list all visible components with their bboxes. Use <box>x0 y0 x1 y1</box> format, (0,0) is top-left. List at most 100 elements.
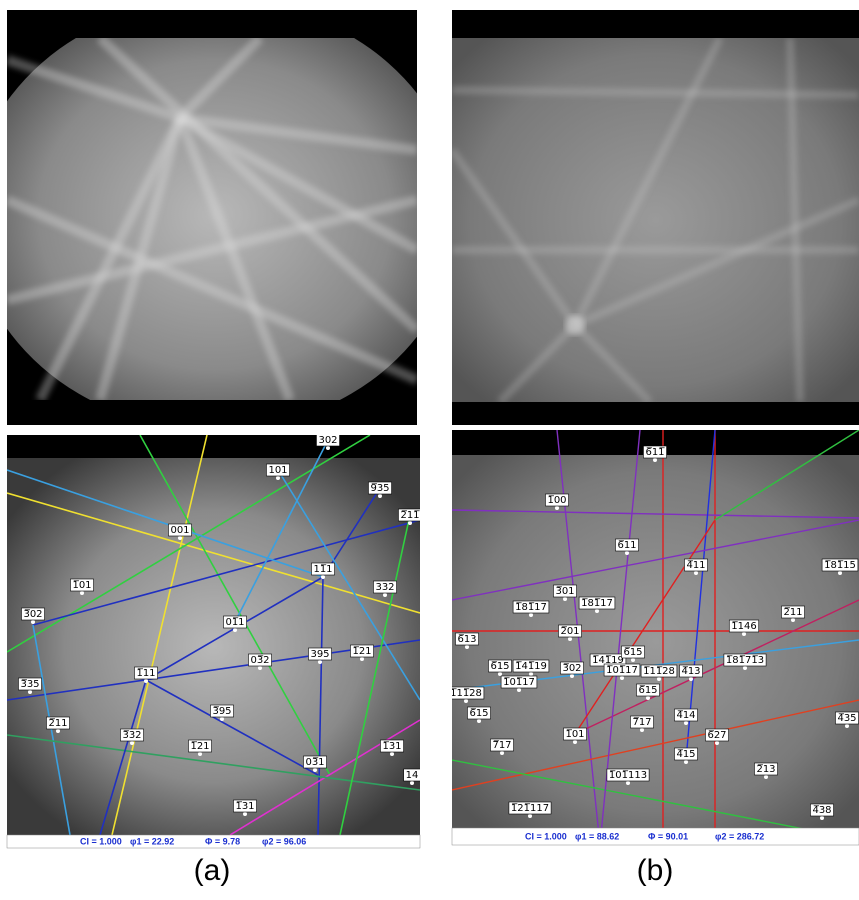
zone-axis-label: 1̅146 <box>731 621 756 632</box>
zone-axis-label: 001 <box>170 525 189 536</box>
zone-axis <box>742 632 746 636</box>
zone-axis-label: 6̅11 <box>617 540 636 551</box>
zone-axis-label: 1̅01 <box>72 580 91 591</box>
zone-axis <box>573 740 577 744</box>
zone-axis <box>568 637 572 641</box>
zone-axis-label: 7̅17 <box>492 740 511 751</box>
zone-axis <box>144 679 148 683</box>
zone-axis-label: 3̅02 <box>562 663 581 674</box>
zone-axis <box>258 666 262 670</box>
zone-axis-label: 2̅11 <box>783 607 802 618</box>
zone-axis-label: 302 <box>318 435 337 446</box>
zone-axis-label: 4̅15 <box>676 749 695 760</box>
zone-axis <box>408 521 412 525</box>
status-field: Φ = 9.78 <box>205 836 240 846</box>
zone-axis-label: 3̅95 <box>212 706 231 717</box>
zone-axis <box>378 494 382 498</box>
zone-axis <box>318 660 322 664</box>
zone-axis <box>845 724 849 728</box>
zone-axis <box>276 476 280 480</box>
zone-axis-label: 1̅01̅113 <box>609 770 647 781</box>
zone-axis-label: 1̅01̅17 <box>606 665 638 676</box>
zone-axis <box>715 741 719 745</box>
zone-axis-label: 7̅17 <box>632 717 651 728</box>
zone-axis-label: 1̅81̅71̅3 <box>726 655 764 666</box>
zone-axis-label: 1̅11̅28 <box>643 666 675 677</box>
zone-axis <box>464 699 468 703</box>
zone-axis-label: 4̅13 <box>681 666 700 677</box>
zone-axis <box>321 575 325 579</box>
zone-axis-label: 332 <box>375 582 394 593</box>
zone-axis <box>684 760 688 764</box>
zone-axis-label: 2̅01 <box>560 626 579 637</box>
zone-axis <box>764 775 768 779</box>
zone-axis-label: 3̅35 <box>20 679 39 690</box>
zone-axis-label: 6̅13 <box>457 634 476 645</box>
zone-axis <box>178 536 182 540</box>
zone-axis-label: 3̅01 <box>555 586 574 597</box>
zone-axis <box>555 506 559 510</box>
zone-axis <box>657 677 661 681</box>
zone-axis <box>383 593 387 597</box>
zone-axis-label: 1̅81̅17 <box>581 598 613 609</box>
zone-axis-label: 2̅13 <box>756 764 775 775</box>
status-field: φ1 = 88.62 <box>575 831 619 841</box>
zone-axis <box>563 597 567 601</box>
figure: 3021019̅352̅11̅00111̅13321̅013̅0201̅103̅… <box>0 0 859 900</box>
panel-caption: (b) <box>637 854 674 887</box>
zone-axis-label: 14 <box>406 770 419 781</box>
zone-axis <box>570 674 574 678</box>
zone-axis-label: 1̅21̅117 <box>511 803 549 814</box>
zone-axis <box>653 458 657 462</box>
zone-axis <box>130 741 134 745</box>
zone-axis-label: 1̅01 <box>565 729 584 740</box>
zone-axis <box>360 657 364 661</box>
zone-axis <box>529 672 533 676</box>
zone-axis <box>31 620 35 624</box>
zone-axis-label: 6̅15 <box>638 685 657 696</box>
zone-axis-label: 3̅32 <box>122 730 141 741</box>
zone-axis <box>529 613 533 617</box>
zone-axis-label: 395 <box>310 649 329 660</box>
zone-axis <box>646 696 650 700</box>
zone-axis <box>528 814 532 818</box>
zone-axis-label: 9̅35 <box>370 483 389 494</box>
zone-axis <box>625 551 629 555</box>
zone-axis-label: 6̅11̅ <box>645 447 665 458</box>
pattern-a <box>0 0 460 430</box>
indexed-a <box>7 435 420 848</box>
zone-axis <box>820 816 824 820</box>
zone-axis-label: 4̅14 <box>676 710 695 721</box>
zone-axis <box>694 571 698 575</box>
zone-axis <box>631 658 635 662</box>
zone-axis-label: 1̅81̅15 <box>824 560 856 571</box>
zone-axis <box>838 571 842 575</box>
zone-axis-label: 3̅02 <box>23 609 42 620</box>
zone-axis <box>80 591 84 595</box>
zone-axis <box>313 768 317 772</box>
zone-axis-label: 4̅38 <box>812 805 831 816</box>
zone-axis <box>498 672 502 676</box>
zone-axis-label: 1̅41̅19 <box>515 661 547 672</box>
zone-axis <box>595 609 599 613</box>
zone-axis <box>56 729 60 733</box>
zone-axis <box>620 676 624 680</box>
zone-axis-label: 1̅11̅28 <box>450 688 482 699</box>
zone-axis-label: 1̅31 <box>382 741 401 752</box>
zone-axis-label: 2̅11̅ <box>400 510 420 521</box>
indexed-b <box>452 430 859 845</box>
zone-axis-label: 01̅1 <box>225 617 244 628</box>
zone-axis-label: 03̅1 <box>305 757 324 768</box>
kikuchi-band <box>452 90 859 95</box>
zone-axis-label: 1̅01̅17 <box>503 677 535 688</box>
zone-axis <box>326 446 330 450</box>
status-field: φ1 = 22.92 <box>130 836 174 846</box>
status-field: φ2 = 96.06 <box>262 836 306 846</box>
zone-axis <box>689 677 693 681</box>
zone-axis <box>517 688 521 692</box>
zone-axis <box>410 781 414 785</box>
page: {"panels": [ {"caption": "(a)", "status"… <box>0 0 859 900</box>
zone-axis <box>626 781 630 785</box>
zone-axis <box>220 717 224 721</box>
zone-axis <box>233 628 237 632</box>
